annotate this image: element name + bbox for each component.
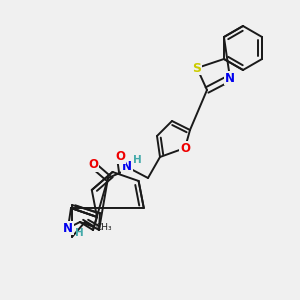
Text: CH₃: CH₃ <box>96 224 112 232</box>
Text: N: N <box>122 160 132 173</box>
Text: S: S <box>193 61 202 74</box>
Text: N: N <box>63 221 73 235</box>
Text: O: O <box>88 158 98 172</box>
Text: H: H <box>133 155 141 165</box>
Text: O: O <box>180 142 190 154</box>
Text: N: N <box>225 71 235 85</box>
Text: O: O <box>115 151 125 164</box>
Text: H: H <box>75 228 83 238</box>
